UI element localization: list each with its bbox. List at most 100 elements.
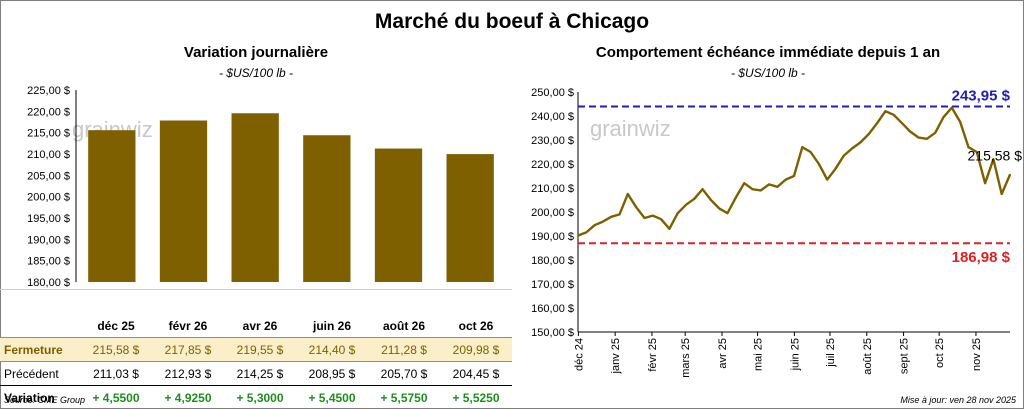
data-point	[768, 183, 770, 186]
y-tick-label: 210,00 $	[27, 149, 70, 161]
data-point	[859, 141, 862, 144]
y-tick-label: 190,00 $	[27, 234, 70, 246]
data-point	[726, 212, 729, 215]
data-point	[693, 197, 696, 200]
y-tick-label: 150,00 $	[531, 327, 574, 339]
last-price-label: 215,58 $	[968, 148, 1023, 164]
table-cell: + 5,5750	[380, 390, 428, 405]
data-point	[967, 146, 970, 149]
x-tick-label: juil 25	[825, 338, 837, 368]
table-cell: 212,93 $	[152, 361, 224, 386]
x-tick-label: déc 24	[573, 338, 585, 371]
table-month: juin 26	[312, 318, 351, 333]
data-point	[660, 218, 662, 221]
table-month: avr 26	[242, 318, 278, 333]
y-tick-label: 230,00 $	[531, 135, 574, 147]
bar	[231, 113, 279, 283]
data-point	[751, 188, 754, 191]
table-month: août 26	[382, 318, 425, 333]
table-cell: 214,40 $	[296, 337, 368, 362]
x-tick-label: mars 25	[680, 338, 692, 378]
y-tick-label: 215,00 $	[27, 128, 70, 140]
y-tick-label: 250,00 $	[531, 87, 574, 99]
data-point	[734, 196, 737, 199]
bar	[88, 130, 136, 282]
line-chart: grainwiz 150,00 $ 160,00 $ 170,00 $ 180,00 $…	[531, 87, 1023, 378]
table-month: févr 26	[168, 318, 208, 333]
data-point	[610, 215, 613, 218]
data-point	[801, 146, 804, 149]
data-point	[643, 217, 646, 219]
data-point	[950, 106, 953, 109]
table-cell: + 4,9250	[164, 390, 212, 405]
data-point	[867, 133, 870, 135]
watermark: grainwiz	[590, 116, 671, 141]
bar	[303, 135, 351, 282]
data-point	[942, 116, 945, 119]
y-tick-label: 210,00 $	[531, 183, 574, 195]
right-panel-title: Comportement échéance immédiate depuis 1…	[595, 44, 941, 61]
row-label: Précédent	[0, 361, 80, 386]
x-tick-label: mai 25	[753, 338, 765, 371]
table-cell: + 4,5500	[92, 390, 140, 405]
data-point	[676, 212, 679, 215]
y-tick-label: 190,00 $	[531, 231, 574, 243]
row-label: Fermeture	[0, 337, 80, 362]
y-tick-label: 170,00 $	[531, 279, 574, 291]
table-cell: + 5,3000	[236, 390, 284, 405]
table-cell: 219,55 $	[224, 337, 296, 362]
table-cell: 211,28 $	[368, 337, 440, 362]
data-point	[901, 122, 903, 125]
update-note: Mise à jour: ven 28 nov 2025	[900, 395, 1016, 405]
data-point	[776, 185, 779, 188]
x-tick-label: juin 25	[789, 338, 801, 371]
data-point	[984, 182, 986, 185]
data-point	[710, 199, 712, 201]
data-point	[685, 203, 687, 206]
table-month: oct 26	[458, 318, 494, 333]
data-point	[651, 214, 654, 217]
y-tick-label: 180,00 $	[531, 255, 574, 267]
table-cell: 214,25 $	[224, 361, 296, 386]
y-tick-label: 180,00 $	[27, 277, 70, 289]
table-cell: 215,58 $	[80, 337, 152, 362]
right-panel-subtitle: - $US/100 lb -	[730, 66, 806, 80]
data-point	[992, 158, 995, 161]
y-tick-label: 200,00 $	[27, 192, 70, 204]
data-point	[934, 131, 937, 134]
data-point	[851, 147, 854, 150]
data-point	[743, 182, 746, 185]
table-cell: + 5,5250	[452, 390, 500, 405]
data-point	[602, 220, 604, 223]
x-tick-label: sept 25	[899, 338, 911, 374]
table-divider	[0, 289, 512, 290]
x-tick-label: janv 25	[610, 338, 622, 374]
left-panel-subtitle: - $US/100 lb -	[218, 66, 294, 80]
data-point	[585, 231, 588, 234]
data-point	[892, 113, 895, 116]
x-tick-label: févr 25	[647, 338, 659, 372]
bar	[374, 148, 423, 282]
row-label: Variation	[4, 390, 55, 405]
data-point	[577, 234, 579, 237]
table-corner	[0, 314, 80, 338]
data-point	[618, 213, 621, 216]
y-tick-label: 205,00 $	[27, 170, 70, 182]
table-row-previous: Précédent 211,03 $ 212,93 $ 214,25 $ 208…	[0, 361, 512, 386]
y-tick-label: 220,00 $	[27, 106, 70, 118]
x-tick-label: oct 25	[934, 338, 946, 368]
table-cell: 211,03 $	[80, 361, 152, 386]
y-tick-label: 195,00 $	[27, 213, 70, 225]
table-cell: 217,85 $	[152, 337, 224, 362]
low-label: 186,98 $	[952, 249, 1011, 266]
data-point	[842, 154, 845, 157]
source-note: Source: CME Group	[4, 395, 86, 405]
data-point	[818, 163, 820, 165]
data-point	[884, 110, 887, 113]
table-cell: 205,70 $	[368, 361, 440, 386]
data-point	[909, 130, 912, 133]
high-label: 243,95 $	[952, 88, 1011, 105]
data-point	[917, 136, 920, 139]
x-tick-label: août 25	[862, 338, 874, 375]
